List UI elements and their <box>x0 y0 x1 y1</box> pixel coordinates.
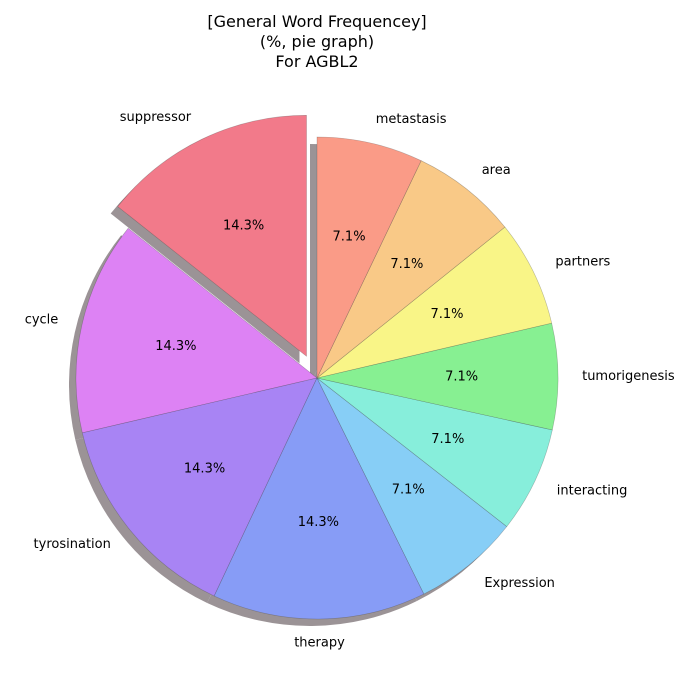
pie-slice-tyrosination <box>81 377 318 597</box>
slice-label-therapy: therapy <box>294 636 345 651</box>
pie-slice-expression <box>316 377 508 595</box>
slice-label-metastasis: metastasis <box>376 112 447 127</box>
pie-labels: suppressor 14.3% cycle 14.3% tyrosination 14.… <box>25 110 675 650</box>
pie-slice-therapy <box>213 377 425 620</box>
slice-percent-partners: 7.1% <box>430 307 463 322</box>
slice-label-tyrosination: tyrosination <box>34 537 111 552</box>
slice-label-interacting: interacting <box>557 484 628 499</box>
pie-slice-metastasis <box>316 136 422 379</box>
slice-percent-suppressor: 14.3% <box>223 219 264 234</box>
pie-slice-area <box>316 160 506 379</box>
pie-slice-cycle <box>75 227 318 434</box>
slice-label-expression: Expression <box>484 576 555 591</box>
pie-slice-partners <box>316 226 553 379</box>
slice-percent-interacting: 7.1% <box>431 432 464 447</box>
chart-subtitle: (%, pie graph) <box>259 32 375 51</box>
slice-percent-metastasis: 7.1% <box>333 229 366 244</box>
slice-label-cycle: cycle <box>25 313 59 328</box>
pie-slice-suppressor <box>117 115 307 357</box>
slice-percent-therapy: 14.3% <box>298 515 339 530</box>
slice-label-partners: partners <box>555 254 610 269</box>
slice-label-area: area <box>482 163 511 178</box>
chart-subtitle-2: For AGBL2 <box>275 52 359 71</box>
pie-slice-tumorigenesis <box>316 322 559 431</box>
slice-percent-expression: 7.1% <box>392 483 425 498</box>
slice-percent-tyrosination: 14.3% <box>184 461 225 476</box>
pie-wedges <box>75 115 559 620</box>
pie-slice-interacting <box>316 377 553 527</box>
slice-label-tumorigenesis: tumorigenesis <box>582 369 675 384</box>
chart-title: [General Word Frequencey] <box>207 12 427 31</box>
slice-percent-cycle: 14.3% <box>155 339 196 354</box>
slice-label-suppressor: suppressor <box>120 110 192 125</box>
slice-percent-tumorigenesis: 7.1% <box>445 370 478 385</box>
slice-percent-area: 7.1% <box>390 257 423 272</box>
